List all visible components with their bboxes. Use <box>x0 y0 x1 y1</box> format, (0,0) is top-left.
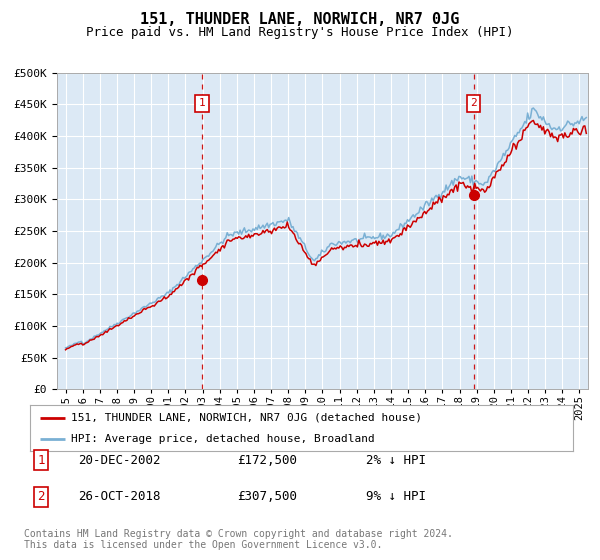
Text: 151, THUNDER LANE, NORWICH, NR7 0JG (detached house): 151, THUNDER LANE, NORWICH, NR7 0JG (det… <box>71 413 422 423</box>
Text: 1: 1 <box>37 454 44 467</box>
Text: HPI: Average price, detached house, Broadland: HPI: Average price, detached house, Broa… <box>71 435 374 444</box>
Text: £307,500: £307,500 <box>237 490 297 503</box>
Text: 20-DEC-2002: 20-DEC-2002 <box>78 454 161 467</box>
Text: 2: 2 <box>37 490 44 503</box>
Text: 26-OCT-2018: 26-OCT-2018 <box>78 490 161 503</box>
Text: 2% ↓ HPI: 2% ↓ HPI <box>366 454 426 467</box>
Text: 151, THUNDER LANE, NORWICH, NR7 0JG: 151, THUNDER LANE, NORWICH, NR7 0JG <box>140 12 460 27</box>
Text: Contains HM Land Registry data © Crown copyright and database right 2024.: Contains HM Land Registry data © Crown c… <box>24 529 453 539</box>
Text: This data is licensed under the Open Government Licence v3.0.: This data is licensed under the Open Gov… <box>24 540 382 550</box>
Text: Price paid vs. HM Land Registry's House Price Index (HPI): Price paid vs. HM Land Registry's House … <box>86 26 514 39</box>
Text: 9% ↓ HPI: 9% ↓ HPI <box>366 490 426 503</box>
Text: 1: 1 <box>199 98 205 108</box>
Text: £172,500: £172,500 <box>237 454 297 467</box>
Text: 2: 2 <box>470 98 477 108</box>
